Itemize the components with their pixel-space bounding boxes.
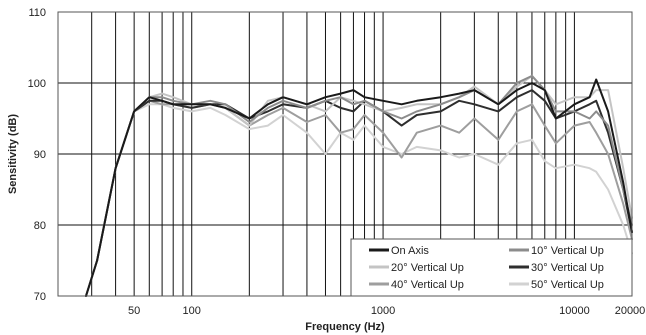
x-axis-title: Frequency (Hz): [305, 321, 385, 333]
x-tick-label: 20000: [615, 305, 646, 317]
series-line: [85, 78, 633, 297]
y-tick-label: 100: [28, 78, 46, 90]
legend-label: 10° Vertical Up: [531, 245, 604, 257]
series-layer: [85, 74, 633, 297]
series-line: [85, 74, 633, 297]
x-tick-labels: 50 100 1000 10000 20000: [128, 305, 645, 317]
series-line: [85, 99, 633, 297]
y-tick-label: 80: [34, 220, 46, 232]
series-line: [85, 103, 633, 297]
y-tick-label: 70: [34, 291, 46, 303]
legend-label: 20° Vertical Up: [391, 262, 464, 274]
plot-frame: [57, 11, 633, 297]
y-axis-title: Sensitivity (dB): [7, 114, 19, 194]
legend-label: 30° Vertical Up: [531, 262, 604, 274]
y-tick-labels: 70 80 90 100 110: [28, 7, 46, 303]
x-tick-label: 1000: [371, 305, 395, 317]
legend-label: 50° Vertical Up: [531, 279, 604, 291]
legend-label: 40° Vertical Up: [391, 279, 464, 291]
y-tick-label: 110: [28, 7, 46, 19]
x-tick-label: 50: [128, 305, 140, 317]
legend: On Axis 10° Vertical Up 20° Vertical Up 30°…: [350, 238, 633, 297]
legend-box: [350, 238, 633, 297]
x-tick-label: 100: [183, 305, 201, 317]
y-tick-label: 90: [34, 149, 46, 161]
legend-label: On Axis: [391, 245, 429, 257]
series-line: [85, 74, 633, 297]
x-tick-label: 10000: [559, 305, 590, 317]
